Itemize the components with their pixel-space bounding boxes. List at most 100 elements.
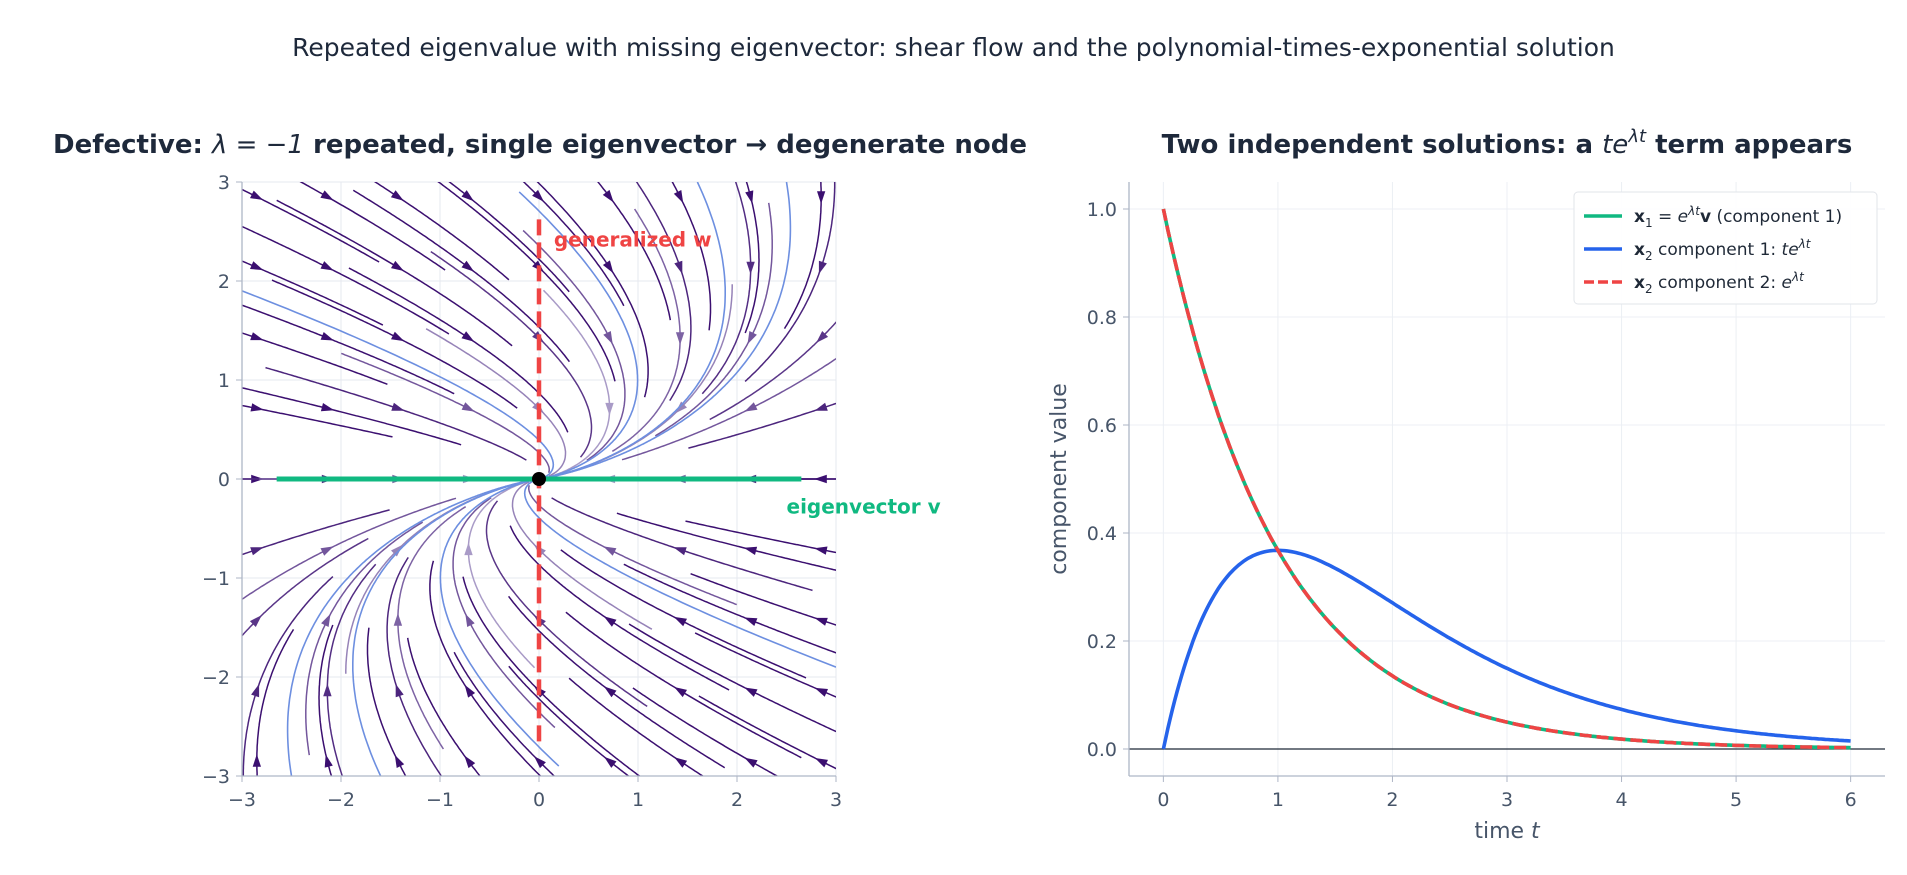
- streamline: [386, 556, 443, 776]
- streamline-arrow: [674, 757, 688, 768]
- streamline-arrow: [673, 616, 687, 627]
- y-tick-label: 1.0: [1087, 199, 1117, 221]
- series-line-3: [1161, 208, 1851, 750]
- y-tick-label: 3: [218, 172, 230, 194]
- streamline: [425, 328, 567, 477]
- streamline-arrow: [321, 613, 331, 627]
- streamline-arrow: [602, 260, 614, 274]
- streamline-arrow: [391, 331, 405, 342]
- streamline: [568, 677, 705, 776]
- y-tick-label: 1: [218, 370, 230, 392]
- x-tick-label: 5: [1730, 789, 1742, 811]
- y-tick-label: 0.8: [1087, 307, 1117, 329]
- streamline: [242, 576, 334, 776]
- streamline: [242, 304, 455, 395]
- solutions-ylabel: component value: [1047, 383, 1072, 575]
- streamline-arrow: [461, 331, 475, 342]
- solutions-panel: Two independent solutions: a teλt term a…: [1047, 126, 1885, 844]
- x-tick-label: −1: [426, 789, 454, 811]
- streamline: [305, 521, 424, 756]
- streamline-arrow: [320, 332, 334, 341]
- x-tick-label: 0: [533, 789, 545, 811]
- streamline-arrow: [814, 687, 828, 697]
- solutions-axes: 0 1 2 3 4 5 6 0.0 0.2 0.4 0.6 0.8 1.0: [1087, 182, 1885, 811]
- streamline-arrow: [464, 755, 476, 769]
- generalized-eigenvector-label: generalized w: [554, 227, 712, 251]
- streamline-arrow: [744, 617, 758, 626]
- streamline-arrow: [603, 546, 617, 556]
- streamline-arrow: [320, 546, 334, 556]
- streamline-arrow: [603, 616, 617, 627]
- streamline-arrow: [393, 613, 403, 626]
- streamline-arrow: [675, 332, 685, 345]
- x-tick-label: −3: [228, 789, 256, 811]
- streamline: [528, 485, 737, 606]
- streamline-arrow: [394, 754, 405, 768]
- streamline: [623, 563, 836, 654]
- streamline-arrow: [674, 260, 683, 274]
- solutions-grid: [1129, 182, 1885, 776]
- streamline: [299, 182, 446, 271]
- streamline: [341, 352, 550, 473]
- fixed-point: [532, 472, 546, 486]
- streamline-arrow: [814, 617, 828, 626]
- streamline-arrow: [461, 260, 475, 272]
- streamline-arrow: [747, 331, 757, 345]
- streamline-arrow: [604, 756, 617, 768]
- figure-suptitle: Repeated eigenvalue with missing eigenve…: [292, 33, 1615, 62]
- streamline-arrow: [816, 331, 829, 343]
- streamline-arrow: [814, 474, 827, 484]
- legend-label: x2 component 2: eλt: [1634, 270, 1805, 296]
- streamline-arrow: [395, 684, 404, 698]
- streamline: [271, 279, 518, 409]
- streamline: [511, 481, 653, 630]
- solution-curves: [1161, 208, 1851, 750]
- streamline: [621, 357, 836, 461]
- streamline: [437, 182, 616, 382]
- streamline-arrow: [323, 683, 332, 697]
- legend-box: [1573, 191, 1878, 305]
- streamline: [448, 182, 570, 293]
- streamline: [744, 182, 836, 382]
- streamline-arrow: [532, 189, 544, 202]
- trajectory: [286, 478, 540, 776]
- streamline: [709, 321, 836, 421]
- streamline-arrow: [251, 684, 260, 698]
- streamline: [453, 651, 556, 776]
- streamline-arrow: [252, 754, 261, 767]
- streamline-arrow: [250, 190, 264, 200]
- streamline: [467, 480, 536, 669]
- streamline: [616, 512, 836, 571]
- streamline: [628, 623, 836, 733]
- streamline-arrow: [249, 615, 262, 627]
- streamline-arrow: [603, 686, 617, 698]
- streamline-arrow: [744, 402, 758, 412]
- streamline-arrow: [814, 758, 828, 768]
- streamline: [242, 537, 369, 637]
- streamline-arrow: [603, 331, 613, 345]
- streamline-arrow: [391, 260, 404, 271]
- streamline: [560, 549, 807, 679]
- streamline-arrow: [746, 261, 755, 275]
- solutions-legend: x1 = eλtv (component 1) x2 component 1: t…: [1573, 191, 1878, 305]
- x-tick-label: 1: [1272, 789, 1284, 811]
- streamline: [522, 182, 625, 307]
- x-tick-label: 3: [830, 789, 842, 811]
- streamline-arrow: [674, 687, 687, 698]
- x-tick-label: 4: [1615, 789, 1627, 811]
- streamline-arrow: [818, 260, 827, 274]
- streamline-arrow: [390, 190, 404, 201]
- streamline-arrow: [673, 190, 684, 204]
- streamline: [430, 250, 593, 458]
- streamline-arrow: [461, 190, 474, 202]
- streamline-arrow: [250, 332, 264, 341]
- streamline-arrow: [250, 403, 264, 412]
- streamline: [242, 225, 450, 335]
- streamline-arrow: [250, 547, 264, 556]
- streamline-arrow: [464, 684, 476, 698]
- streamline-arrow: [744, 757, 758, 768]
- x-tick-label: −2: [327, 789, 355, 811]
- streamline-arrow: [605, 402, 614, 416]
- streamline: [406, 637, 481, 776]
- streamline-arrow: [744, 687, 758, 697]
